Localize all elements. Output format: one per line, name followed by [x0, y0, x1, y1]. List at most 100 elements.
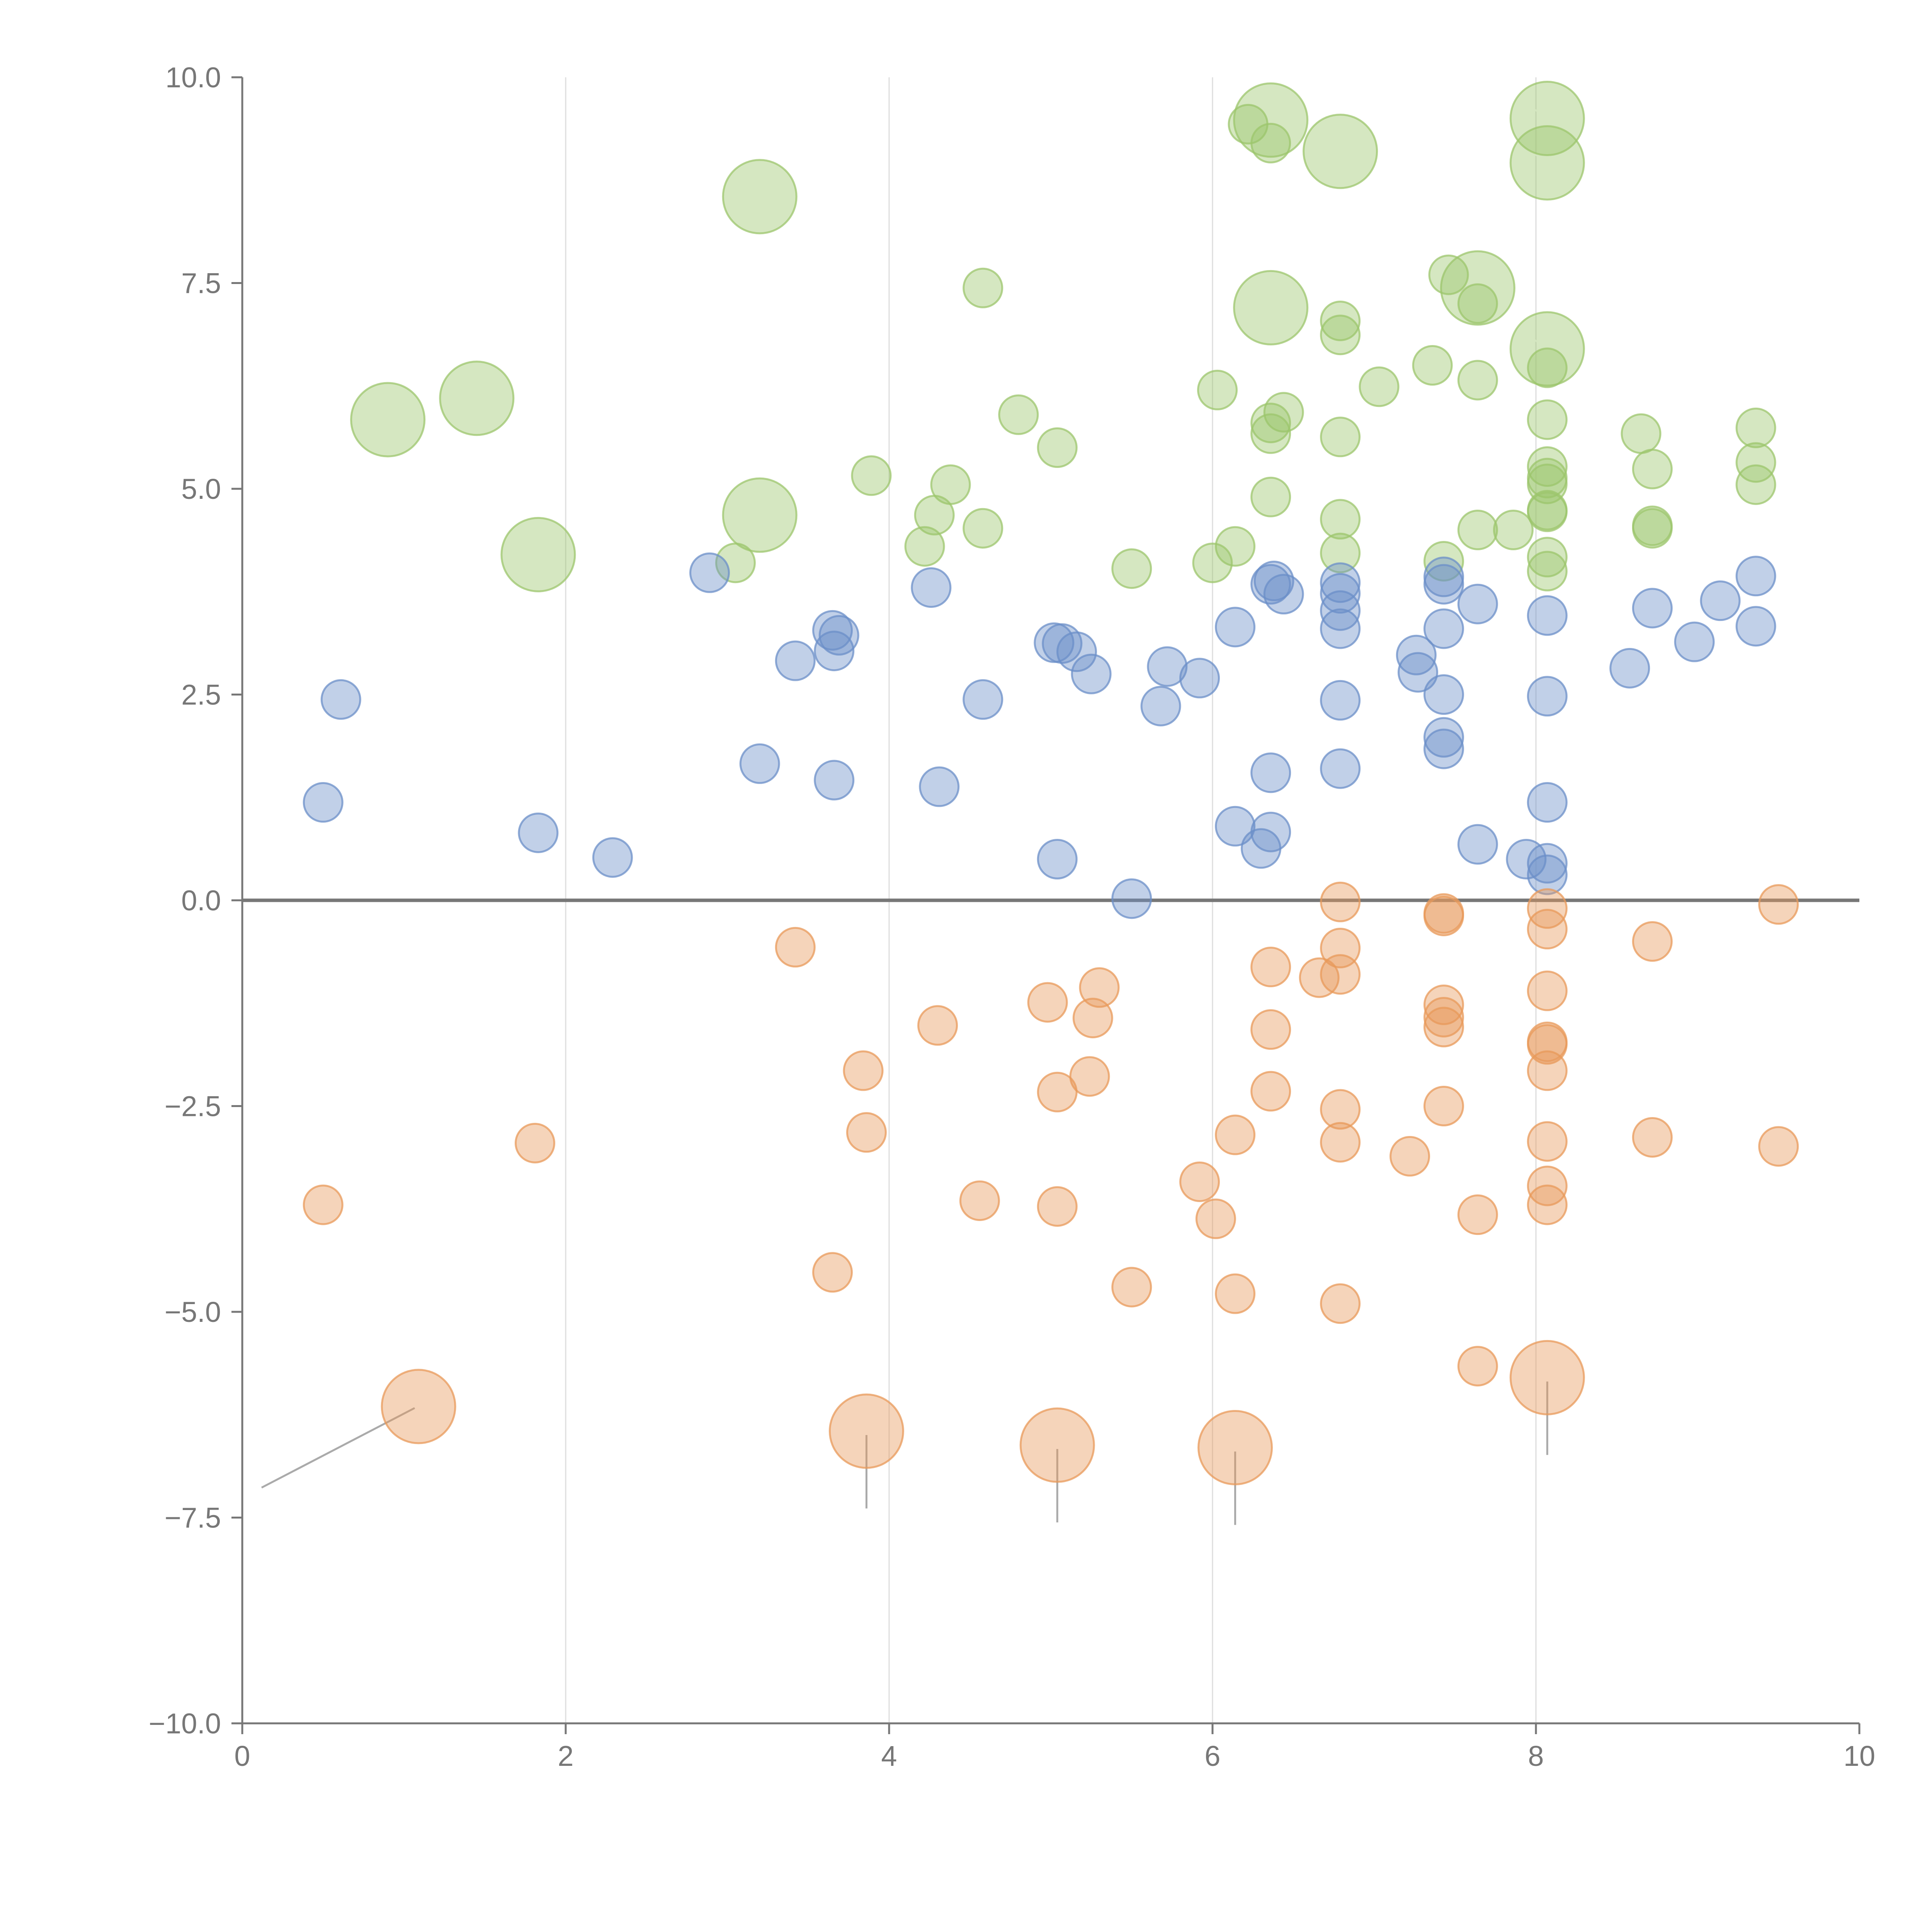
green-point	[963, 267, 1003, 308]
green-point	[1250, 122, 1291, 163]
blue-point	[1320, 573, 1361, 614]
orange-point	[1423, 1007, 1464, 1048]
blue-point	[818, 615, 859, 656]
orange-point	[1250, 947, 1291, 988]
green-point	[1428, 254, 1469, 295]
orange-point	[381, 1369, 456, 1444]
label-stub	[1526, 104, 1544, 116]
green-point	[1621, 413, 1662, 454]
blue-point	[1527, 782, 1568, 823]
orange-point	[1632, 1117, 1673, 1158]
y-tick-label: −5.0	[165, 1296, 221, 1328]
green-point	[963, 508, 1003, 549]
blue-point	[1320, 748, 1361, 789]
green-point	[1527, 551, 1568, 592]
blue-point	[1423, 674, 1464, 715]
orange-point	[1195, 1198, 1236, 1239]
orange-point	[1758, 1126, 1799, 1167]
label-stub	[738, 500, 757, 512]
blue-point	[1241, 828, 1282, 869]
y-tick-label: 7.5	[181, 267, 221, 299]
orange-point	[1527, 1121, 1568, 1162]
orange-point	[1179, 1161, 1220, 1202]
green-point	[1197, 369, 1238, 410]
orange-point	[1027, 982, 1068, 1023]
orange-point	[1037, 1186, 1078, 1227]
blue-point	[1632, 588, 1673, 629]
label-stub	[366, 405, 384, 417]
orange-point	[1299, 957, 1340, 998]
blue-point	[1397, 652, 1438, 693]
orange-point	[917, 1005, 958, 1046]
blue-point	[1423, 717, 1464, 758]
green-point	[1233, 270, 1309, 345]
orange-point	[1320, 1089, 1361, 1130]
y-tick-label: −7.5	[165, 1502, 221, 1534]
label-stub	[738, 182, 757, 194]
label-stub	[1526, 334, 1544, 346]
green-point	[1735, 442, 1776, 483]
blue-point	[1527, 595, 1568, 636]
blue-point	[1250, 752, 1291, 793]
blue-point	[1506, 839, 1547, 879]
orange-point	[1072, 998, 1113, 1039]
blue-point	[1111, 878, 1152, 919]
green-point	[722, 159, 798, 235]
blue-point	[919, 766, 960, 807]
orange-point	[1037, 1071, 1078, 1112]
orange-point	[1215, 1114, 1256, 1155]
axes-layer	[231, 76, 1861, 1734]
green-point	[914, 495, 955, 536]
orange-point	[1320, 954, 1361, 995]
blue-point	[911, 567, 952, 608]
blue-point	[963, 679, 1003, 720]
green-point	[1250, 403, 1291, 444]
blue-point	[1457, 824, 1498, 865]
orange-point	[1527, 888, 1568, 929]
blue-point	[1457, 583, 1498, 624]
blue-point	[1320, 608, 1361, 649]
x-tick-label: 6	[1204, 1740, 1220, 1772]
blue-point	[775, 640, 816, 681]
orange-point	[843, 1050, 884, 1091]
green-point	[1320, 499, 1361, 540]
orange-point	[1423, 1086, 1464, 1126]
y-tick-label: −10.0	[149, 1708, 221, 1740]
y-tick-label: −2.5	[165, 1090, 221, 1122]
blue-point	[1527, 843, 1568, 884]
orange-point	[1320, 1283, 1361, 1324]
green-point	[1493, 510, 1534, 550]
green-point	[1037, 427, 1078, 468]
green-point	[1735, 407, 1776, 448]
orange-point	[1758, 884, 1799, 925]
orange-point	[1423, 895, 1464, 936]
blue-point	[1179, 658, 1220, 699]
green-point	[1111, 548, 1152, 589]
green-point	[500, 517, 576, 592]
green-point	[1320, 532, 1361, 573]
green-point	[1423, 541, 1464, 582]
green-point	[1457, 510, 1498, 550]
orange-point	[812, 1252, 853, 1293]
orange-point	[1320, 881, 1361, 922]
green-point	[1509, 81, 1585, 156]
blue-point	[1423, 564, 1464, 605]
orange-point	[959, 1180, 1000, 1221]
x-tick-label: 2	[558, 1740, 573, 1772]
green-point	[1457, 283, 1498, 324]
blue-point	[1071, 653, 1112, 694]
green-point	[1250, 413, 1291, 454]
green-point	[1320, 315, 1361, 355]
green-point	[998, 394, 1039, 435]
green-point	[1303, 114, 1378, 189]
x-tick-label: 8	[1528, 1740, 1544, 1772]
green-point	[1412, 345, 1453, 386]
orange-point	[775, 927, 816, 968]
blue-point	[1320, 680, 1361, 721]
orange-point	[1527, 1050, 1568, 1091]
blue-point	[1674, 621, 1715, 662]
leader-line-layer	[261, 104, 1548, 1525]
orange-point	[1111, 1267, 1152, 1308]
orange-point	[1250, 1009, 1291, 1050]
blue-point	[1215, 806, 1256, 847]
